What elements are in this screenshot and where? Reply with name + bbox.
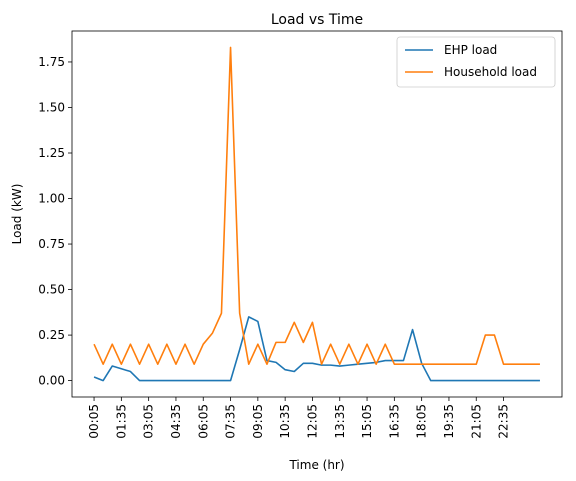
legend-label-ehp-load: EHP load (444, 43, 497, 57)
y-axis: 0.00 0.25 0.50 0.75 1.00 1.25 1.50 1.75 (38, 55, 72, 388)
x-tick-label: 00:05 (87, 404, 101, 439)
x-tick-label: 03:05 (142, 404, 156, 439)
x-tick-label: 01:35 (114, 404, 128, 439)
legend: EHP load Household load (396, 36, 556, 88)
y-tick-label: 0.50 (38, 283, 65, 297)
plot-frame (71, 30, 563, 398)
legend-box (396, 36, 556, 88)
x-tick-label: 10:35 (278, 404, 292, 439)
legend-label-household-load: Household load (444, 65, 537, 79)
x-axis: 00:05 01:35 03:05 04:35 06:05 07:35 09:05 10:35… (87, 397, 511, 439)
plot-area (93, 46, 540, 382)
x-axis-label: Time (hr) (288, 458, 344, 472)
x-tick-label: 04:35 (169, 404, 183, 439)
x-tick-label: 06:05 (196, 404, 210, 439)
x-tick-label: 13:35 (333, 404, 347, 439)
y-tick-label: 1.00 (38, 192, 65, 206)
x-tick-label: 22:35 (497, 404, 511, 439)
y-tick-label: 1.75 (38, 55, 65, 69)
series-line-household-load (93, 46, 540, 366)
x-tick-label: 19:35 (442, 404, 456, 439)
x-tick-label: 07:35 (224, 404, 238, 439)
x-tick-label: 21:05 (469, 404, 483, 439)
y-tick-label: 1.50 (38, 100, 65, 114)
y-tick-label: 0.25 (38, 328, 65, 342)
x-tick-label: 15:05 (360, 404, 374, 439)
y-tick-label: 0.00 (38, 374, 65, 388)
x-tick-label: 18:05 (415, 404, 429, 439)
y-tick-label: 0.75 (38, 237, 65, 251)
chart-title: Load vs Time (271, 12, 363, 28)
series-line-ehp-load (93, 316, 540, 382)
x-tick-label: 16:35 (387, 404, 401, 439)
y-tick-label: 1.25 (38, 146, 65, 160)
x-tick-label: 09:05 (251, 404, 265, 439)
x-tick-label: 12:05 (305, 404, 319, 439)
y-axis-label: Load (kW) (10, 184, 24, 245)
